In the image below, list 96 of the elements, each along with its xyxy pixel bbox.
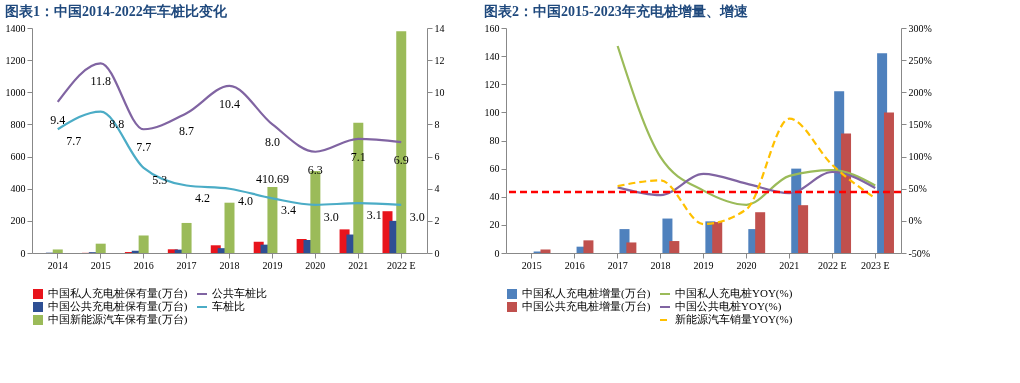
y2-tick-label: 300%: [908, 22, 932, 34]
y2-tick-label: 6: [434, 151, 440, 163]
bar: [396, 31, 407, 253]
legend-label: 公共车桩比: [212, 287, 267, 299]
x-tick-label: 2022 E: [818, 259, 847, 271]
x-tick-label: 2020: [736, 259, 757, 271]
line-series: [616, 44, 877, 206]
y-tick-label: 800: [10, 118, 26, 130]
y2-tick-label: 0: [434, 247, 440, 259]
bar: [841, 133, 852, 253]
legend-label: 中国私人充电桩YOY(%): [675, 287, 793, 300]
data-label: 3.1: [366, 208, 382, 223]
x-tick-label: 2015: [521, 259, 542, 271]
x-tick-label: 2014: [47, 259, 68, 271]
chart-title: 图表1：中国2014-2022年车桩比变化: [5, 3, 228, 19]
x-tick-label: 2019: [262, 259, 283, 271]
bar: [138, 235, 149, 253]
y2-tick-label: 14: [434, 22, 445, 34]
data-label: 7.7: [66, 134, 82, 149]
y-tick-label: 1400: [5, 22, 26, 34]
y-tick-label: 200: [10, 215, 26, 227]
x-tick-label: 2022 E: [386, 259, 416, 271]
y2-tick-label: 150%: [908, 118, 932, 130]
legend-label: 中国公共电桩YOY(%): [675, 300, 782, 313]
y-tick-label: 60: [489, 163, 500, 175]
x-tick-label: 2018: [650, 259, 671, 271]
y-tick-label: 0: [494, 247, 500, 259]
x-tick-label: 2016: [133, 259, 154, 271]
y2-tick-label: 200%: [908, 86, 932, 98]
bar: [583, 240, 594, 253]
y2-tick-label: 2: [434, 215, 440, 227]
bar: [353, 122, 364, 253]
data-label: 8.0: [264, 135, 280, 150]
y-tick-label: 1000: [5, 86, 26, 98]
data-label: 410.69: [255, 172, 289, 186]
legend-label: 中国公共充电桩增量(万台): [522, 300, 651, 313]
y-tick-label: 1200: [5, 54, 26, 66]
bar: [798, 205, 809, 253]
data-label: 3.0: [323, 209, 339, 224]
bar: [224, 202, 235, 253]
y2-tick-label: 12: [434, 54, 445, 66]
bar: [755, 212, 766, 253]
data-label: 7.7: [136, 140, 152, 155]
y2-tick-label: 10: [434, 86, 445, 98]
y-tick-label: 20: [489, 219, 500, 231]
legend-label: 中国私人充电桩增量(万台): [522, 287, 651, 300]
data-label: 8.7: [179, 124, 195, 139]
x-tick-label: 2019: [693, 259, 714, 271]
data-label: 3.0: [409, 209, 425, 224]
data-label: 4.2: [195, 190, 211, 205]
y2-tick-label: 4: [434, 183, 440, 195]
data-label: 9.4: [50, 112, 66, 127]
legend-label: 中国公共充电桩保有量(万台): [48, 300, 188, 313]
data-label: 11.8: [90, 74, 111, 89]
y2-tick-label: 100%: [908, 151, 932, 163]
y2-tick-label: 250%: [908, 54, 932, 66]
bar: [181, 222, 192, 253]
y2-tick-label: 0%: [908, 215, 922, 227]
x-tick-label: 2021: [348, 259, 369, 271]
y2-tick-label: 50%: [908, 183, 927, 195]
x-tick-label: 2020: [305, 259, 326, 271]
bar: [712, 222, 723, 253]
bar: [626, 242, 637, 253]
y-tick-label: 100: [484, 106, 500, 118]
legend-label: 新能源汽车销量YOY(%): [675, 313, 793, 326]
bar: [883, 112, 894, 253]
y-tick-label: 0: [20, 247, 26, 259]
x-tick-label: 2017: [607, 259, 628, 271]
bar: [540, 249, 551, 253]
legend-label: 中国私人充电桩保有量(万台): [48, 287, 188, 300]
x-tick-label: 2015: [90, 259, 111, 271]
data-label: 4.0: [238, 193, 253, 208]
x-tick-label: 2021: [779, 259, 800, 271]
y2-tick-label: 8: [434, 118, 440, 130]
bar: [267, 187, 278, 253]
y-tick-label: 140: [484, 50, 500, 62]
x-tick-label: 2018: [219, 259, 240, 271]
x-tick-label: 2016: [564, 259, 585, 271]
bar: [52, 249, 63, 253]
y-tick-label: 120: [484, 78, 500, 90]
y2-tick-label: -50%: [908, 247, 931, 259]
y-tick-label: 160: [484, 22, 500, 34]
x-tick-label: 2017: [176, 259, 197, 271]
y-tick-label: 400: [10, 183, 26, 195]
legend-label: 车桩比: [212, 300, 245, 312]
x-tick-label: 2023 E: [860, 259, 890, 271]
bar: [95, 243, 106, 253]
data-label: 10.4: [219, 96, 240, 111]
legend-label: 中国新能源汽车保有量(万台): [48, 313, 188, 326]
data-label: 3.4: [280, 203, 296, 218]
y-tick-label: 40: [489, 191, 500, 203]
bar: [669, 241, 680, 253]
line-series: [616, 170, 877, 197]
y-tick-label: 80: [489, 135, 500, 146]
y-tick-label: 600: [10, 151, 26, 163]
chart-title: 图表2：中国2015-2023年充电桩增量、增速: [484, 3, 749, 19]
